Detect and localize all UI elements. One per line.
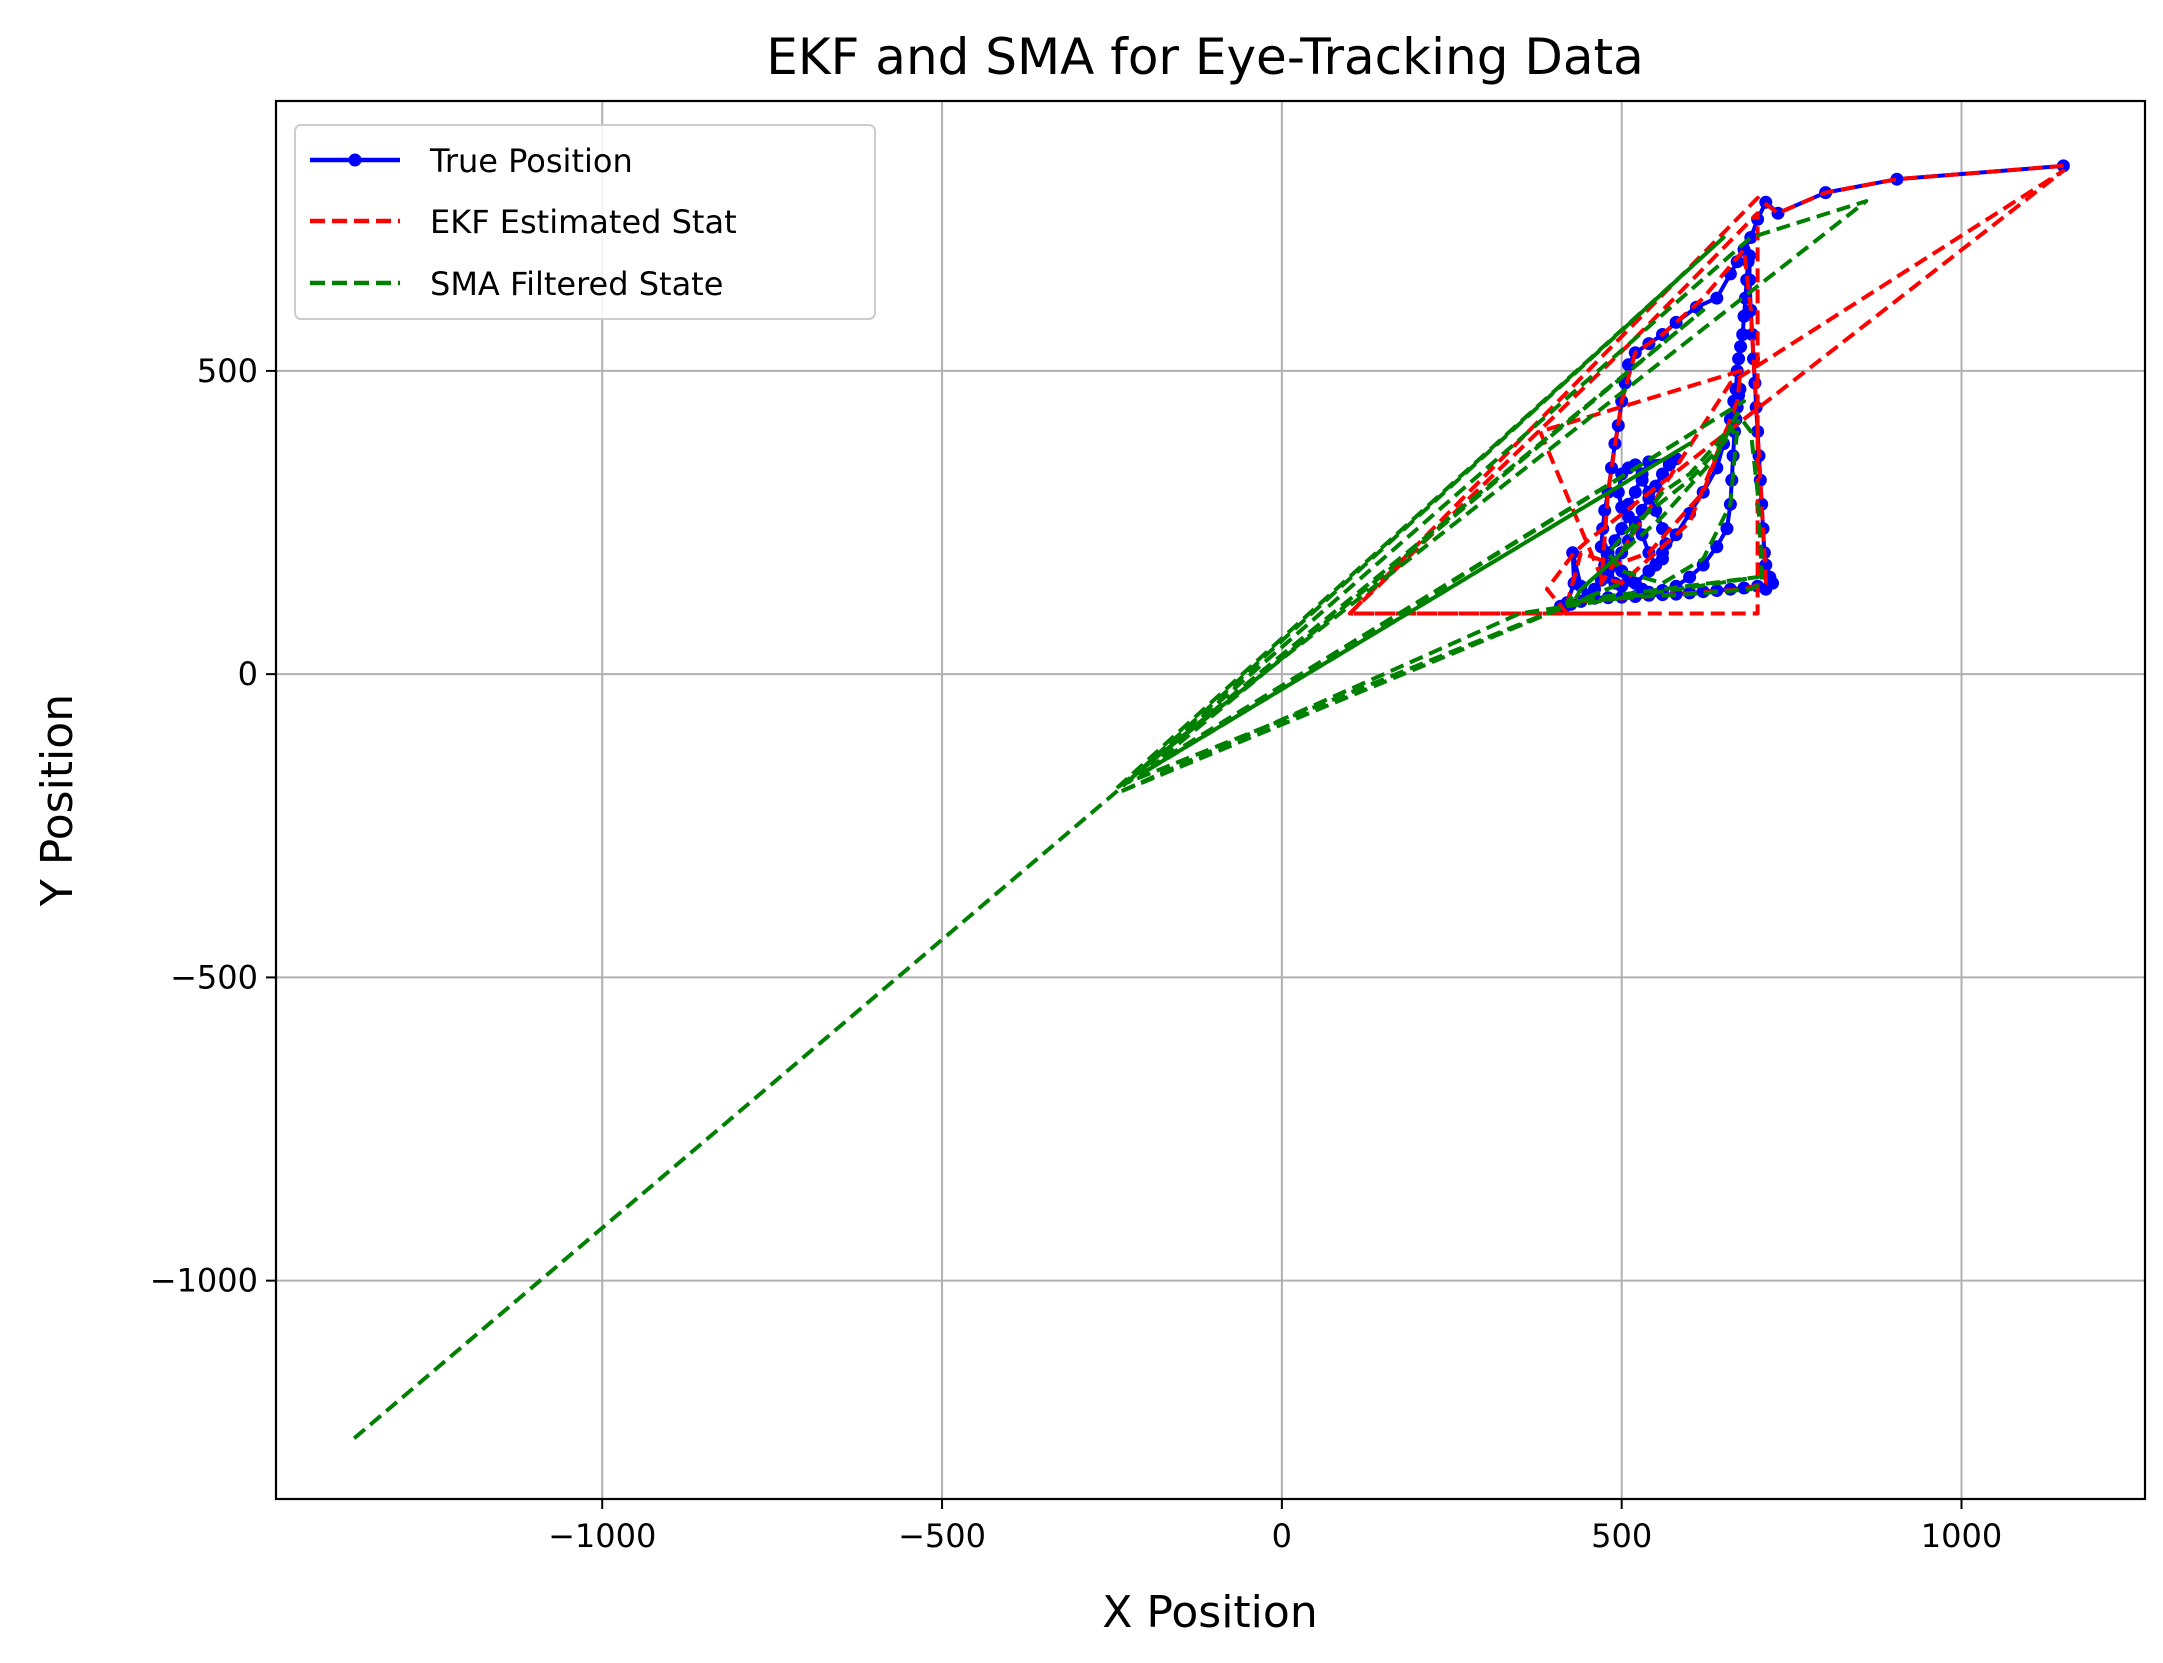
true-position-marker <box>1720 522 1734 536</box>
y-tick-label: 0 <box>238 655 258 693</box>
true-position-marker <box>1736 328 1750 341</box>
series-line-ekf-estimated-stat <box>1347 163 2066 616</box>
y-tick-label: −500 <box>170 958 258 996</box>
y-axis-label: Y Position <box>32 694 83 907</box>
true-position-marker <box>1710 291 1724 305</box>
true-position-marker <box>1656 467 1669 481</box>
x-axis: −1000 −500 0 500 1000 <box>548 1499 2002 1555</box>
true-position-marker <box>1611 419 1625 432</box>
series-line-sma-filtered-state <box>352 199 1869 1440</box>
true-position-marker <box>1649 558 1663 572</box>
y-tick-label: −1000 <box>150 1262 258 1300</box>
x-tick-label: 0 <box>1272 1517 1292 1555</box>
true-position-marker <box>1615 500 1629 514</box>
true-position-marker <box>1732 352 1746 366</box>
true-position-marker <box>1734 340 1748 354</box>
true-position-marker <box>1635 473 1649 487</box>
x-axis-label: X Position <box>1102 1587 1317 1638</box>
legend-label-ekf: EKF Estimated Stat <box>430 203 737 241</box>
true-position-marker <box>1890 172 1904 186</box>
true-position-marker <box>1574 579 1588 593</box>
legend-label-sma: SMA Filtered State <box>430 265 723 303</box>
legend-box <box>294 124 876 320</box>
series-layer <box>352 159 2070 1440</box>
x-tick-label: −500 <box>898 1517 986 1555</box>
x-tick-label: −1000 <box>548 1517 656 1555</box>
true-position-marker <box>1628 485 1642 499</box>
true-position-marker <box>1710 540 1724 554</box>
true-position-marker <box>1745 328 1759 341</box>
y-axis: 500 0 −500 −1000 <box>150 352 276 1300</box>
x-tick-label: 1000 <box>1921 1517 2002 1555</box>
legend-label-true-position: True Position <box>429 142 633 180</box>
true-position-marker <box>1696 585 1710 599</box>
y-tick-label: 500 <box>197 352 258 390</box>
chart-title: EKF and SMA for Eye-Tracking Data <box>766 28 1643 86</box>
true-position-marker <box>1598 503 1612 517</box>
legend: True Position EKF Estimated Stat SMA Fil… <box>294 124 876 320</box>
true-position-marker <box>1622 510 1635 523</box>
true-position-marker <box>1605 461 1618 475</box>
x-tick-label: 500 <box>1591 1517 1652 1555</box>
true-position-marker <box>1683 570 1697 584</box>
plot-frame <box>274 99 2147 1501</box>
legend-marker-true-position <box>348 153 362 167</box>
